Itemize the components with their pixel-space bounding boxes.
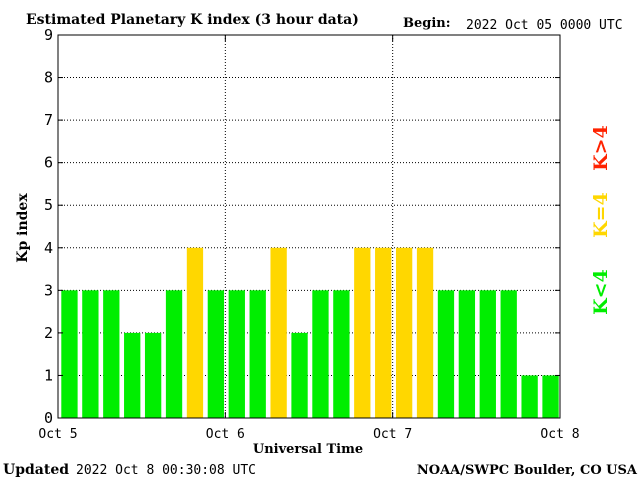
begin-label: Begin: [403,16,451,31]
grid-lines [58,35,560,418]
x-tick-label: Oct 8 [540,427,579,442]
kp-bar [542,375,559,418]
y-tick-label: 4 [44,239,53,257]
updated-label: Updated [3,462,69,478]
legend-k-equal-4: K=4 [590,192,612,238]
kp-bar [165,290,183,418]
chart-title: Estimated Planetary K index (3 hour data… [26,12,359,28]
kp-bar [500,290,517,418]
kp-bar [354,247,371,418]
bar-series [61,247,559,418]
y-tick-label: 0 [44,409,53,427]
kp-bar [124,332,141,418]
kp-bar [458,290,476,418]
kp-bar [333,290,350,418]
kp-bar [521,375,538,418]
y-axis-label: Kp index [15,193,31,263]
y-tick-label: 8 [44,69,53,87]
x-axis-label: Universal Time [253,442,363,457]
y-tick-label: 9 [44,26,53,44]
kp-bar [312,290,329,418]
y-tick-label: 3 [44,281,53,299]
source-credit: NOAA/SWPC Boulder, CO USA [417,463,638,478]
y-tick-label: 5 [44,196,53,214]
x-tick-label: Oct 6 [206,427,245,442]
legend-k-below-4: K<4 [590,269,612,315]
kp-bar [479,290,496,418]
kp-bar [249,290,266,418]
plot-border [57,34,561,419]
x-tick-label: Oct 7 [373,427,412,442]
kp-bar [103,290,120,418]
kp-bar [228,290,245,418]
x-axis-ticks: Oct 5 Oct 6 Oct 7 Oct 8 [38,35,580,442]
updated-value: 2022 Oct 8 00:30:08 UTC [76,463,256,478]
y-tick-label: 7 [44,111,53,129]
kp-bar [82,290,99,418]
legend-k-above-4: K>4 [590,125,612,171]
kp-bar [186,247,204,418]
kp-bar [375,247,392,418]
kp-bar [416,247,434,418]
x-tick-label: Oct 5 [38,427,77,442]
kp-bar [61,290,78,418]
kp-bar [270,247,287,418]
kp-bar [291,332,308,418]
y-tick-label: 6 [44,154,53,172]
begin-value: 2022 Oct 05 0000 UTC [466,18,623,33]
y-axis-ticks: 0 1 2 3 4 5 6 7 8 9 [44,26,560,427]
y-tick-label: 2 [44,324,53,342]
y-tick-label: 1 [44,366,53,384]
kp-bar [395,247,413,418]
kp-bar [144,332,162,418]
kp-bar [207,290,225,418]
kp-bar [437,290,455,418]
